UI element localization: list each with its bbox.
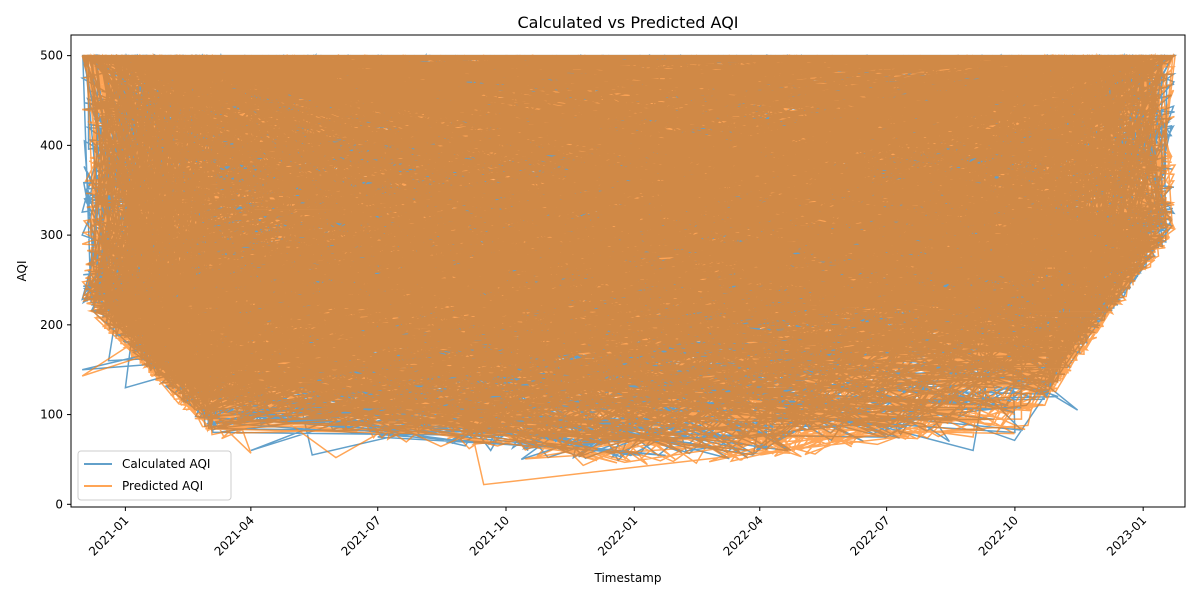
y-tick-label: 0 <box>55 497 63 511</box>
y-axis-ticks: 0 100 200 300 400 500 <box>40 49 71 511</box>
legend-box <box>77 450 232 501</box>
legend: Calculated AQI Predicted AQI <box>77 450 232 501</box>
y-tick-label: 300 <box>40 228 63 242</box>
plot-frame <box>70 34 1186 508</box>
chart-title: Calculated vs Predicted AQI <box>517 13 738 32</box>
y-tick-label: 200 <box>40 318 63 332</box>
legend-label-calculated: Calculated AQI <box>122 457 210 471</box>
y-tick-label: 100 <box>40 408 63 422</box>
y-tick-label: 500 <box>40 49 63 63</box>
legend-label-predicted: Predicted AQI <box>122 479 203 493</box>
x-axis-label: Timestamp <box>594 571 662 585</box>
predicted-aqi-line <box>81 52 1177 486</box>
y-tick-label: 400 <box>40 138 63 152</box>
series-layer <box>80 52 1178 486</box>
y-axis-label: AQI <box>15 261 29 282</box>
